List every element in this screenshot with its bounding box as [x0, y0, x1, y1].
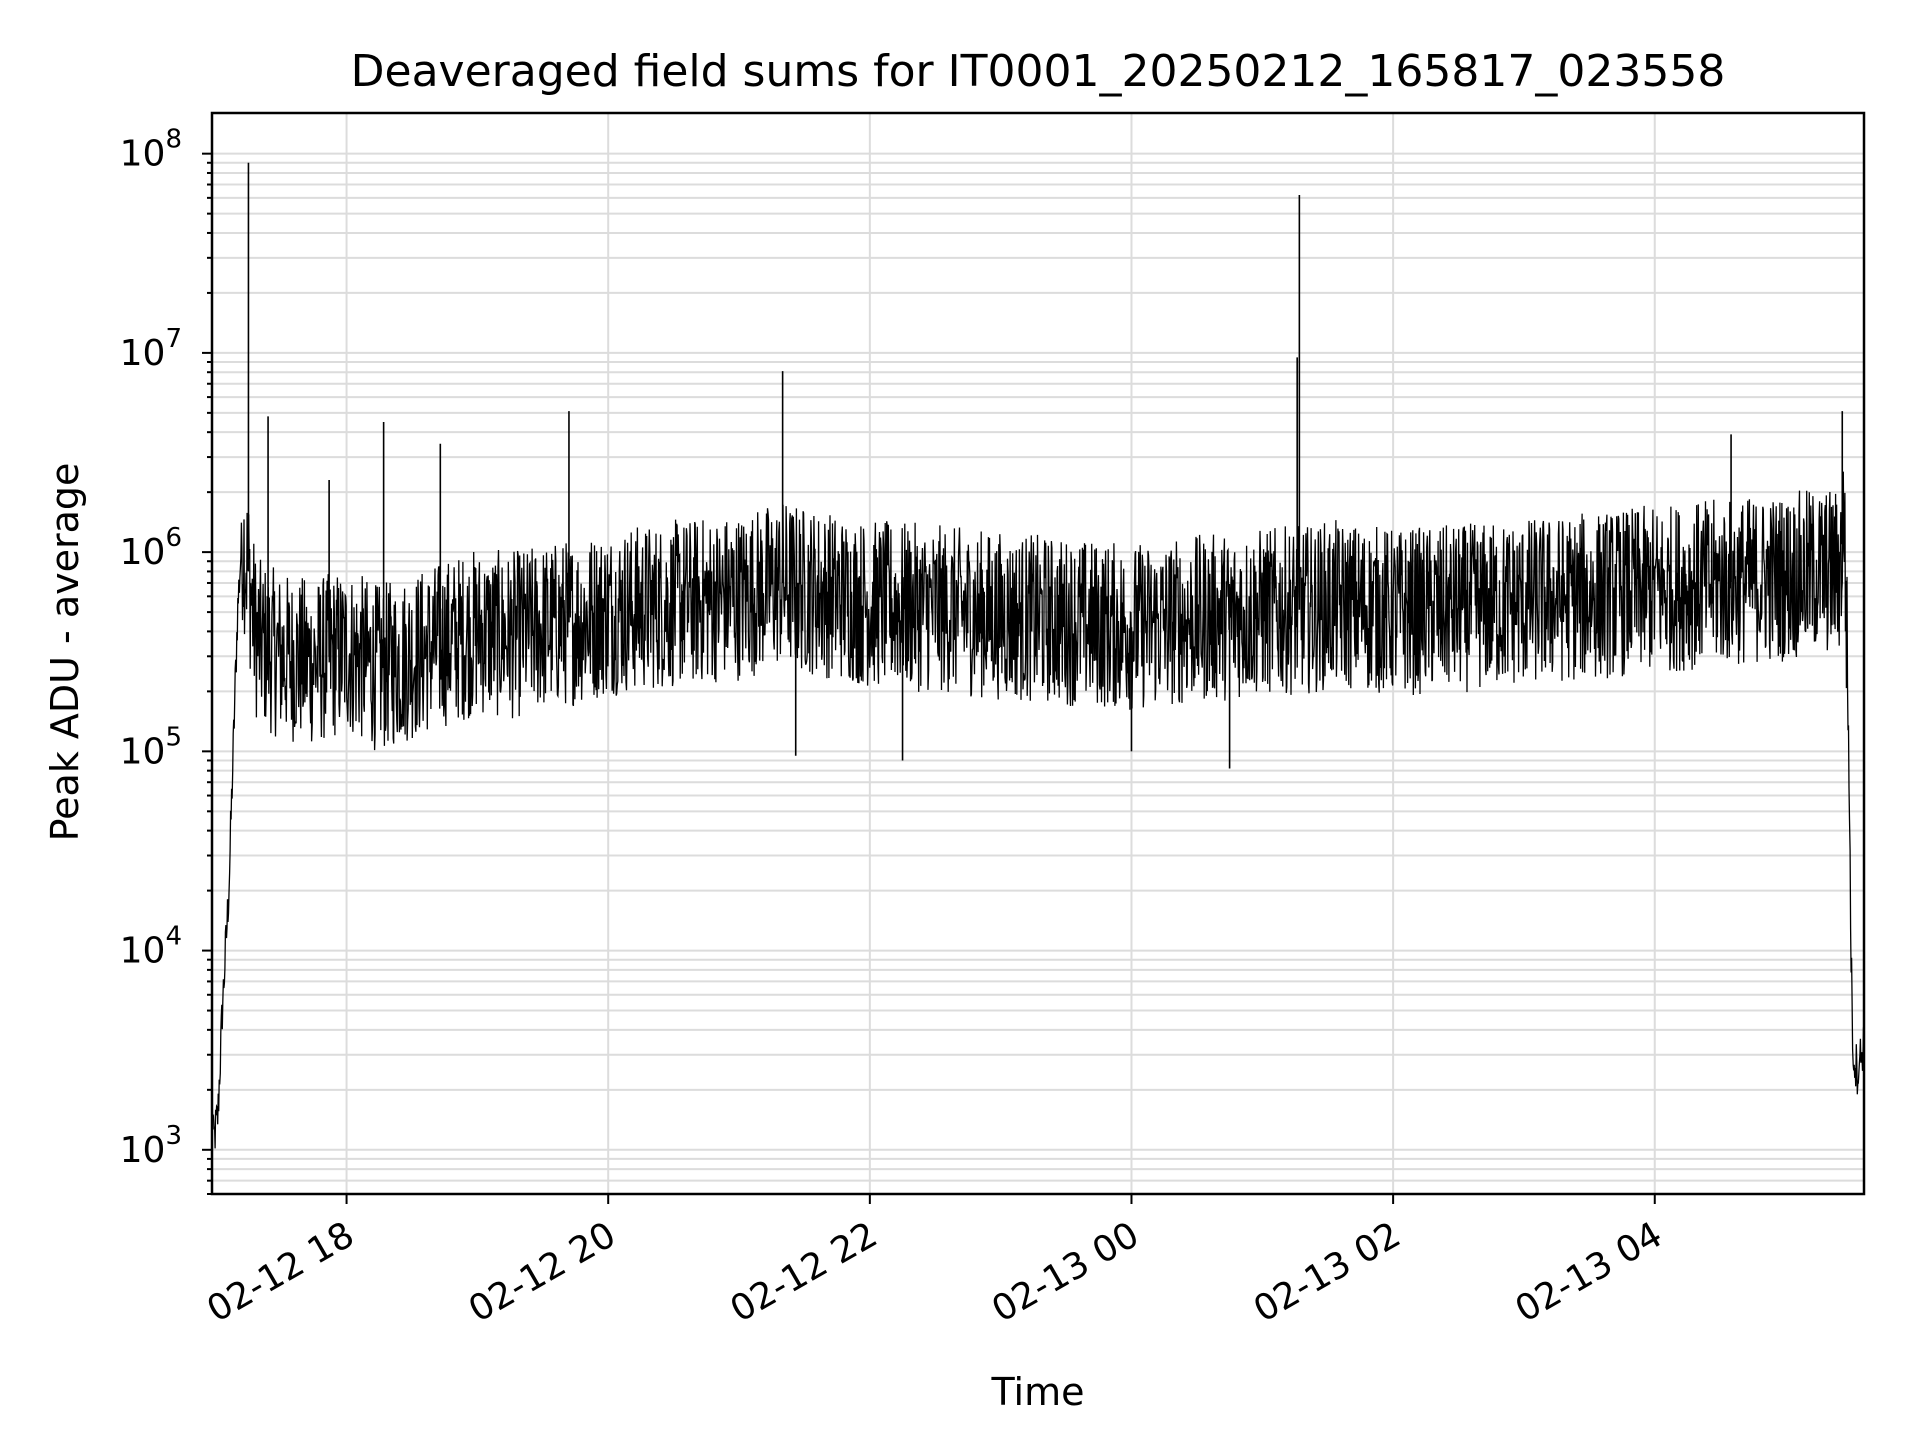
y-tick-exponent: 3 [165, 1121, 182, 1151]
y-axis-label: Peak ADU - average [43, 463, 87, 842]
y-tick-label: 103 [120, 1121, 182, 1171]
y-tick-exponent: 7 [165, 324, 182, 354]
y-tick-base: 10 [120, 731, 166, 772]
y-tick-base: 10 [120, 931, 166, 972]
y-tick-label: 107 [120, 324, 182, 374]
y-tick-base: 10 [120, 333, 166, 374]
y-tick-label: 108 [120, 125, 182, 175]
series-line [211, 471, 1865, 1149]
y-tick-exponent: 4 [165, 922, 182, 952]
y-tick-base: 10 [120, 134, 166, 175]
y-tick-base: 10 [120, 1130, 166, 1171]
y-tick-label: 106 [120, 523, 182, 573]
plot-frame [210, 111, 1866, 1196]
grid-lines [212, 113, 1864, 1195]
y-tick-label: 104 [120, 922, 182, 972]
y-tick-exponent: 8 [165, 125, 182, 155]
series-layer [211, 162, 1865, 1149]
y-tick-base: 10 [120, 532, 166, 573]
chart-title: Deaveraged field sums for IT0001_2025021… [351, 46, 1726, 97]
y-tick-exponent: 6 [165, 523, 182, 553]
y-tick-label: 105 [120, 722, 182, 772]
x-axis-label: Time [991, 1370, 1085, 1414]
y-tick-exponent: 5 [165, 722, 182, 752]
